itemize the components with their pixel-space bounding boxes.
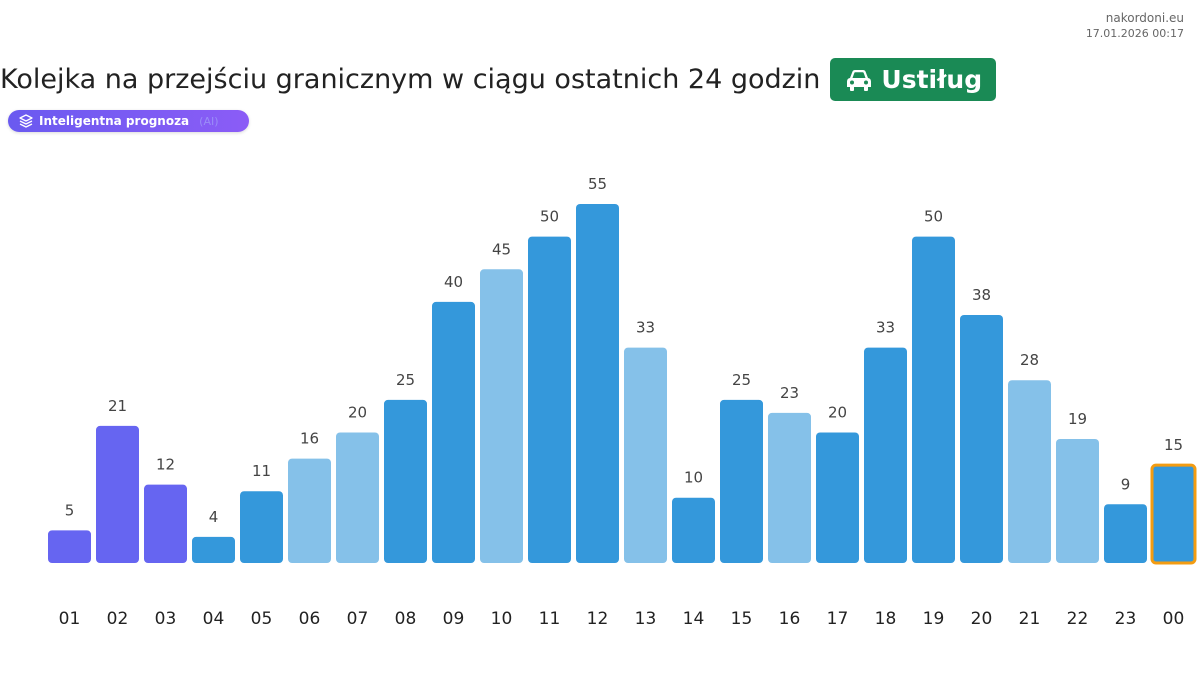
bar-12[interactable] (576, 204, 619, 563)
bar-value-17: 20 (828, 403, 847, 421)
bar-value-05: 11 (252, 462, 271, 480)
bar-value-09: 40 (444, 273, 463, 291)
bar-value-06: 16 (300, 430, 319, 448)
x-tick-21: 21 (1019, 609, 1041, 629)
car-icon (844, 68, 874, 92)
bar-23[interactable] (1104, 504, 1147, 563)
x-tick-14: 14 (683, 609, 705, 629)
bar-value-21: 28 (1020, 351, 1039, 369)
bar-10[interactable] (480, 269, 523, 563)
bar-value-07: 20 (348, 403, 367, 421)
forecast-badge[interactable]: Inteligentna prognoza (AI) (8, 110, 249, 132)
forecast-ai-tag: (AI) (199, 114, 219, 128)
bar-01[interactable] (48, 530, 91, 563)
bar-16[interactable] (768, 412, 811, 563)
crossing-badge: Ustiług (830, 58, 997, 101)
bar-value-00: 15 (1164, 436, 1183, 454)
bar-08[interactable] (384, 399, 427, 563)
x-tick-15: 15 (731, 609, 753, 629)
bar-value-02: 21 (108, 397, 127, 415)
bar-value-18: 33 (876, 319, 895, 337)
bar-20[interactable] (960, 314, 1003, 563)
bar-value-01: 5 (65, 501, 75, 519)
bar-value-19: 50 (924, 208, 943, 226)
bar-value-15: 25 (732, 371, 751, 389)
bar-value-16: 23 (780, 384, 799, 402)
timestamp: 17.01.2026 00:17 (1085, 27, 1184, 40)
x-tick-22: 22 (1067, 609, 1089, 629)
bar-value-03: 12 (156, 456, 175, 474)
x-tick-07: 07 (347, 609, 369, 629)
bar-19[interactable] (912, 236, 955, 564)
x-tick-09: 09 (443, 609, 465, 629)
x-tick-06: 06 (299, 609, 321, 629)
bar-09[interactable] (432, 301, 475, 563)
x-tick-11: 11 (539, 609, 561, 629)
bar-13[interactable] (624, 347, 667, 563)
page-title: Kolejka na przejściu granicznym w ciągu … (0, 64, 821, 95)
site-name: nakordoni.eu (1105, 11, 1184, 25)
meta-info: nakordoni.eu 17.01.2026 00:17 (1086, 10, 1184, 42)
bar-value-22: 19 (1068, 410, 1087, 428)
bar-value-14: 10 (684, 469, 703, 487)
x-tick-10: 10 (491, 609, 513, 629)
x-tick-23: 23 (1115, 609, 1137, 629)
bar-22[interactable] (1056, 438, 1099, 563)
bar-07[interactable] (336, 432, 379, 563)
bar-05[interactable] (240, 491, 283, 563)
x-tick-13: 13 (635, 609, 657, 629)
bar-value-20: 38 (972, 286, 991, 304)
bar-value-04: 4 (209, 508, 219, 526)
bar-value-08: 25 (396, 371, 415, 389)
bar-02[interactable] (96, 425, 139, 563)
bar-value-23: 9 (1121, 475, 1131, 493)
bar-17[interactable] (816, 432, 859, 563)
x-tick-00: 00 (1163, 609, 1185, 629)
header: Kolejka na przejściu granicznym w ciągu … (0, 58, 997, 101)
layers-icon (19, 114, 33, 128)
x-tick-01: 01 (59, 609, 81, 629)
x-tick-04: 04 (203, 609, 225, 629)
x-tick-18: 18 (875, 609, 897, 629)
bar-06[interactable] (288, 458, 331, 563)
x-tick-02: 02 (107, 609, 129, 629)
bar-04[interactable] (192, 536, 235, 563)
bar-value-13: 33 (636, 319, 655, 337)
x-tick-20: 20 (971, 609, 993, 629)
crossing-name: Ustiług (881, 65, 983, 94)
bar-03[interactable] (144, 484, 187, 563)
x-tick-03: 03 (155, 609, 177, 629)
bar-value-10: 45 (492, 240, 511, 258)
x-tick-12: 12 (587, 609, 609, 629)
bar-18[interactable] (864, 347, 907, 563)
bar-value-11: 50 (540, 208, 559, 226)
bar-15[interactable] (720, 399, 763, 563)
bar-00[interactable] (1150, 463, 1197, 565)
x-tick-05: 05 (251, 609, 273, 629)
bar-14[interactable] (672, 497, 715, 563)
bar-21[interactable] (1008, 380, 1051, 563)
x-tick-17: 17 (827, 609, 849, 629)
bar-11[interactable] (528, 236, 571, 564)
x-tick-19: 19 (923, 609, 945, 629)
x-tick-16: 16 (779, 609, 801, 629)
x-tick-08: 08 (395, 609, 417, 629)
forecast-label: Inteligentna prognoza (39, 114, 190, 128)
bar-value-12: 55 (588, 175, 607, 193)
